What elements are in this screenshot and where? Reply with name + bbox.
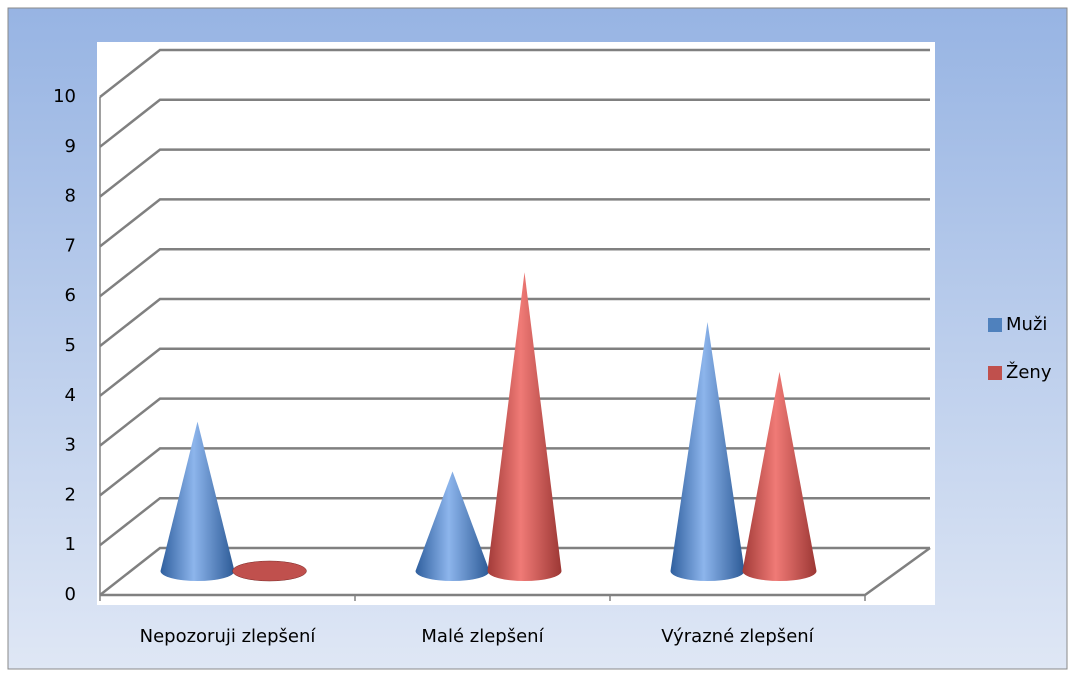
y-tick-label: 9: [65, 136, 76, 157]
legend-swatch: [988, 366, 1002, 380]
y-tick-label: 10: [53, 86, 76, 107]
grid-line: [99, 247, 930, 298]
cone: [742, 371, 817, 581]
y-tick-label: 2: [65, 484, 76, 505]
x-tick-label: Malé zlepšení: [421, 626, 544, 647]
legend-label: Ženy: [1006, 361, 1052, 383]
legend-label: Muži: [1006, 314, 1047, 335]
grid-line: [99, 148, 930, 198]
grid-line: [99, 297, 930, 347]
grid-line: [99, 496, 930, 547]
y-tick-label: 6: [65, 285, 76, 306]
y-tick-label: 0: [65, 584, 76, 605]
cone: [487, 272, 562, 581]
y-tick-label: 5: [65, 335, 76, 356]
grid-line: [99, 98, 930, 148]
grid-line: [99, 347, 930, 397]
y-tick-label: 4: [65, 385, 76, 406]
cone: [232, 560, 307, 582]
x-tick-label: Nepozoruji zlepšení: [140, 626, 317, 647]
x-tick-label: Výrazné zlepšení: [661, 626, 814, 647]
y-tick-label: 3: [65, 435, 76, 456]
grid-line: [99, 198, 930, 248]
cone: [670, 322, 745, 581]
y-tick-label: 8: [65, 186, 76, 207]
legend-swatch: [988, 318, 1002, 332]
grid-line: [99, 48, 930, 98]
cone: [415, 471, 490, 581]
cone: [160, 421, 235, 581]
grid-line: [99, 546, 930, 596]
grid-line: [99, 397, 930, 447]
y-tick-label: 7: [65, 235, 76, 256]
y-tick-label: 1: [65, 534, 76, 555]
grid-line: [99, 447, 930, 497]
